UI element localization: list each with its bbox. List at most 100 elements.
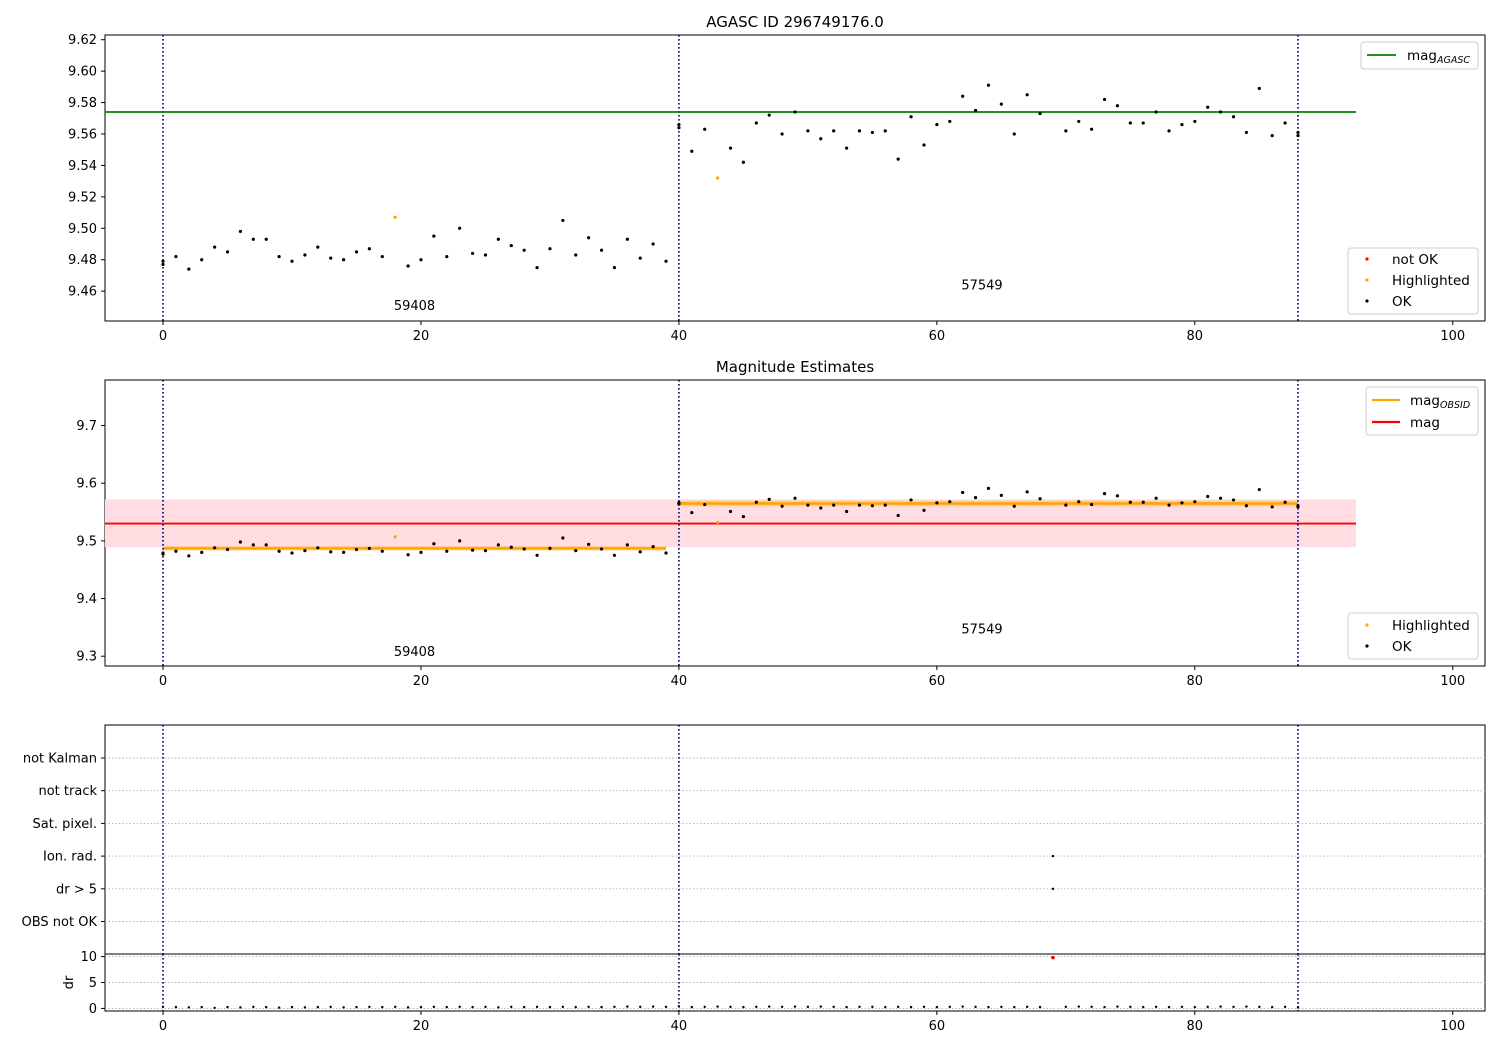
agasc-ok-point <box>922 143 926 147</box>
mag-ok-point <box>1128 500 1132 504</box>
agasc-ok-point <box>935 122 939 127</box>
dr-point <box>806 1005 810 1009</box>
mag-ok-point <box>483 549 488 553</box>
dr-point <box>432 1005 436 1009</box>
mag-ok-point <box>625 543 629 547</box>
dr-point <box>419 1005 423 1009</box>
agasc-legend-point-label: OK <box>1392 294 1413 310</box>
flags-panel: not Kalman not track Sat. pixel. Ion. rad. d… <box>22 724 1486 955</box>
agasc-ok-point <box>961 94 965 98</box>
dr-point <box>393 1005 397 1009</box>
flags-axes-frame <box>104 724 1486 955</box>
agasc-legend-subscript: AGASC <box>1436 55 1470 66</box>
mag-xtick-label: 40 <box>671 674 688 689</box>
agasc-highlighted-point <box>393 215 397 219</box>
dr-point <box>974 1005 977 1009</box>
mag-ok-point <box>1244 504 1249 508</box>
dr-point <box>200 1005 203 1009</box>
mag-ok-point <box>819 506 823 510</box>
dr-point <box>729 1005 732 1009</box>
agasc-xtick-label: 20 <box>413 329 430 344</box>
agasc-ytick-label: 9.60 <box>68 65 97 80</box>
mag-ok-point <box>677 501 681 505</box>
mag-ok-point <box>406 553 410 557</box>
agasc-ok-point <box>1090 127 1094 131</box>
dr-point <box>368 1005 371 1009</box>
mag-ok-point <box>599 547 604 551</box>
flags-point <box>1051 887 1055 890</box>
dr-point <box>406 1006 410 1009</box>
mag-ok-point <box>1102 491 1107 496</box>
agasc-ok-point <box>780 132 784 136</box>
mag-ok-point <box>341 550 346 555</box>
dr-point <box>948 1005 951 1009</box>
mag-ok-point <box>187 554 191 558</box>
mag-xtick-label: 60 <box>929 674 946 689</box>
mag-ytick-label: 9.6 <box>76 477 97 492</box>
dr-point <box>484 1005 487 1009</box>
agasc-ok-point <box>535 265 539 270</box>
dr-point <box>1142 1005 1145 1009</box>
dr-point <box>1270 1005 1274 1009</box>
dr-point <box>793 1005 797 1008</box>
dr-point <box>1219 1005 1222 1008</box>
mag-ok-point <box>922 508 926 512</box>
dr-point <box>1129 1005 1132 1009</box>
mag-ok-point <box>1257 487 1261 492</box>
dr-point <box>1103 1005 1106 1009</box>
agasc-ok-point <box>1244 130 1249 135</box>
agasc-xtick-label: 40 <box>671 329 688 344</box>
mag-ok-point <box>561 536 565 540</box>
dr-xtick-label: 60 <box>929 1019 946 1034</box>
dr-point <box>651 1005 655 1008</box>
agasc-ok-point <box>638 256 642 260</box>
agasc-obs-label: 57549 <box>961 279 1002 294</box>
mag-legend-points <box>1347 612 1479 660</box>
mag-ok-point <box>574 549 578 553</box>
dr-point <box>522 1005 526 1009</box>
agasc-ok-point <box>844 146 849 150</box>
dr-point <box>896 1005 900 1009</box>
dr-point <box>187 1006 191 1009</box>
mag-ok-point <box>290 551 294 555</box>
agasc-ytick-label: 9.62 <box>68 33 97 48</box>
mag-ok-point <box>1283 500 1287 504</box>
dr-point <box>1193 1005 1197 1009</box>
agasc-ytick-label: 9.52 <box>68 190 97 205</box>
mag-title: Magnitude Estimates <box>716 358 874 376</box>
dr-xtick-label: 20 <box>413 1019 430 1034</box>
agasc-ok-point <box>857 129 862 133</box>
dr-point <box>1116 1005 1119 1008</box>
agasc-ok-point <box>999 102 1003 106</box>
agasc-ok-point <box>883 129 887 133</box>
agasc-ok-point <box>1064 129 1068 133</box>
mag-ok-point <box>999 493 1003 497</box>
mag-ok-point <box>367 546 371 550</box>
dr-xtick-label: 100 <box>1440 1019 1465 1034</box>
mag-ok-point <box>238 540 243 544</box>
dr-ytick-label: 10 <box>80 950 97 965</box>
agasc-legend-points <box>1347 247 1479 315</box>
agasc-highlighted-point <box>716 176 720 180</box>
mag-ok-point <box>1296 505 1300 509</box>
agasc-ok-point <box>277 254 281 259</box>
agasc-title: AGASC ID 296749176.0 <box>706 13 884 31</box>
mag-ok-point <box>445 549 449 553</box>
mag-ok-point <box>200 550 204 555</box>
agasc-ok-point <box>832 129 836 133</box>
dr-point <box>703 1005 706 1009</box>
mag-ok-point <box>844 509 849 514</box>
dr-point <box>587 1005 590 1009</box>
dr-point <box>1283 1005 1287 1009</box>
mag-ok-point <box>161 551 165 555</box>
mag-ok-point <box>664 551 668 555</box>
dr-point <box>677 1005 681 1008</box>
agasc-ok-point <box>380 254 384 259</box>
agasc-ok-point <box>896 157 900 161</box>
dr-point <box>755 1005 758 1009</box>
dr-ytick-label: 0 <box>89 1002 97 1017</box>
mag-ok-point <box>1180 501 1184 505</box>
agasc-ok-point <box>1038 111 1042 116</box>
mag-ok-point <box>432 542 436 546</box>
mag-legend-point-swatch <box>1365 644 1369 648</box>
